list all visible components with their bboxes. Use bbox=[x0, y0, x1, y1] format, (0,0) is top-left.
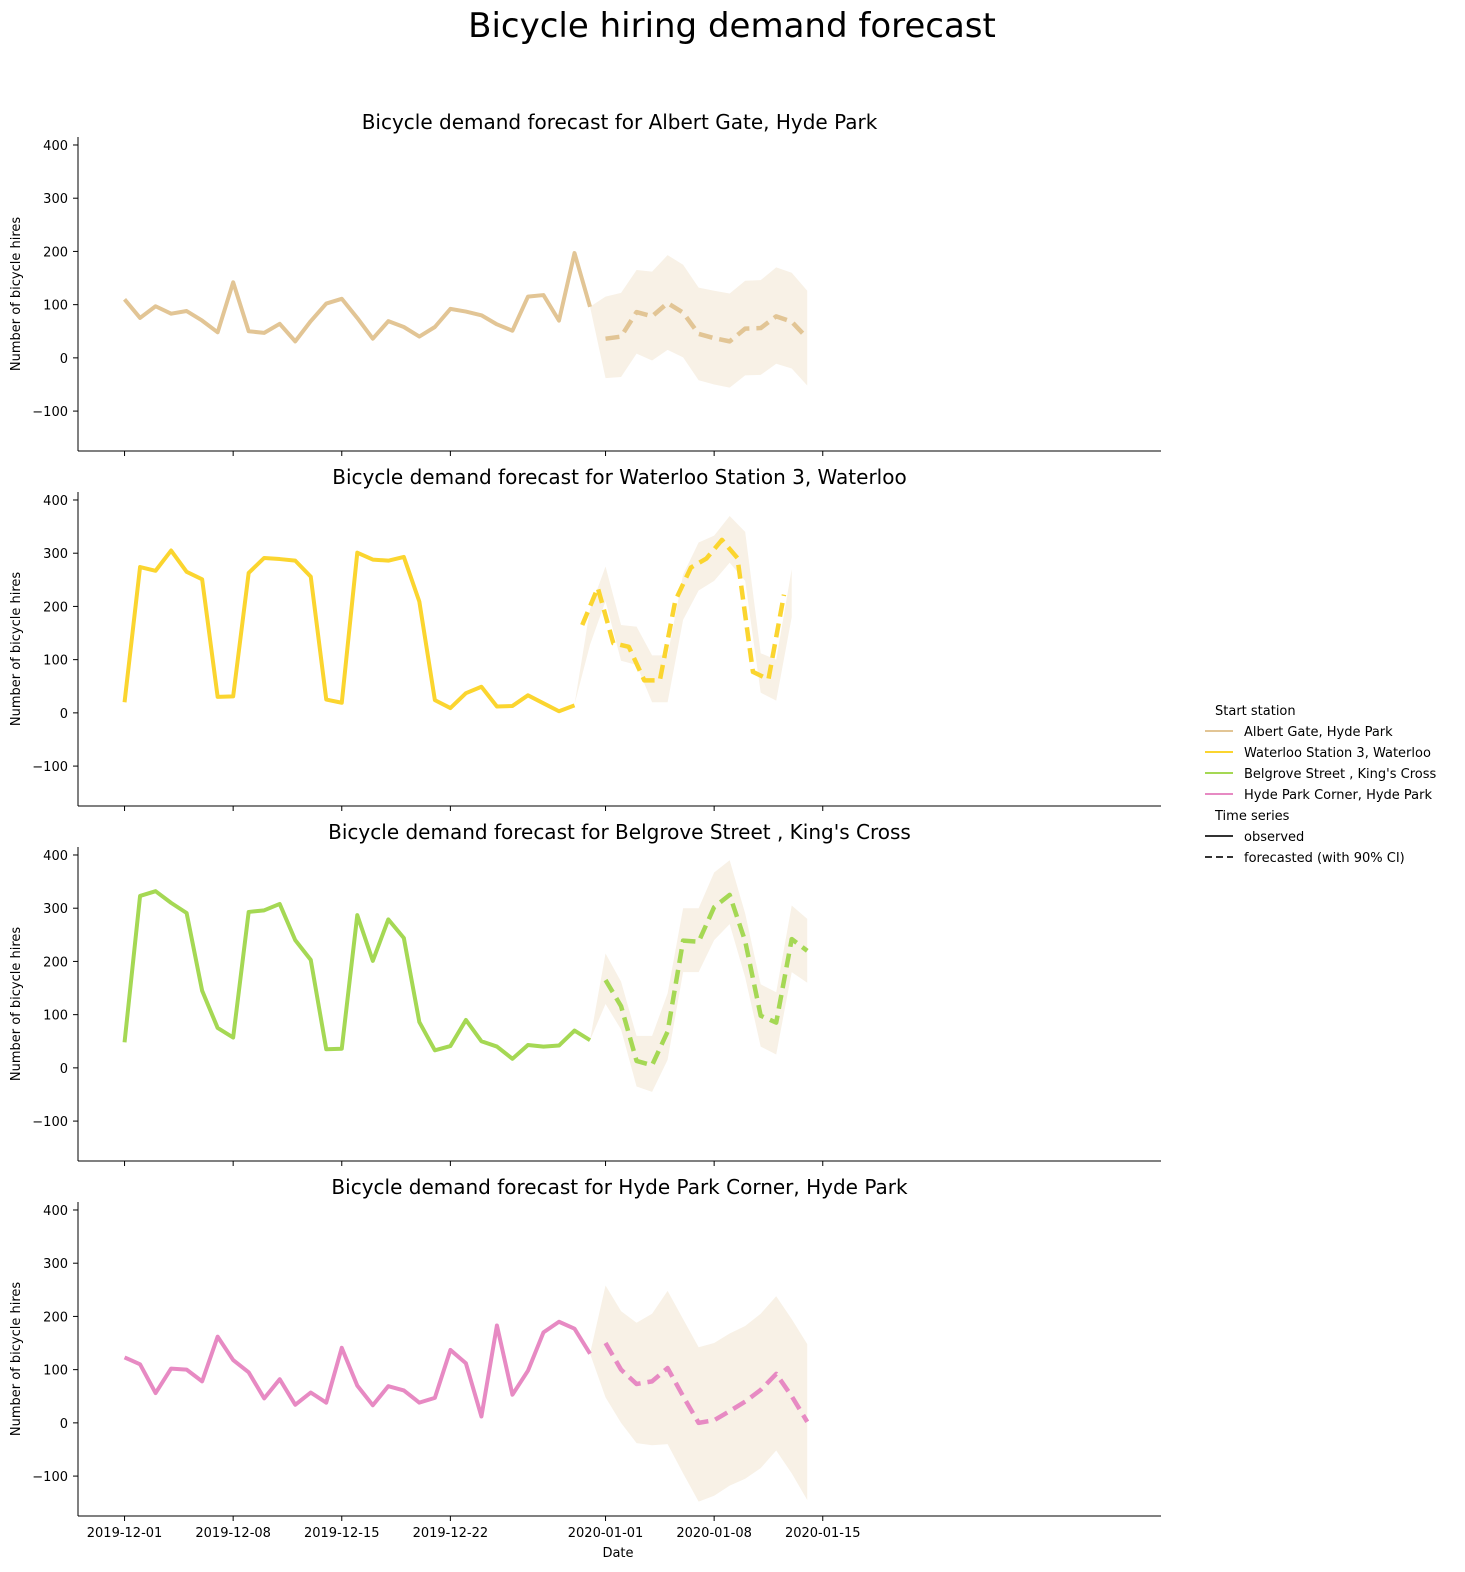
confidence-band bbox=[590, 1285, 808, 1502]
legend-label: Albert Gate, Hyde Park bbox=[1244, 725, 1393, 740]
legend-series-title: Time series bbox=[1214, 809, 1290, 824]
observed-line bbox=[122, 548, 576, 714]
forecast-line bbox=[603, 1341, 810, 1426]
legend-label: Belgrove Street , King's Cross bbox=[1244, 767, 1436, 782]
y-tick-label: 100 bbox=[43, 654, 68, 669]
confidence-band bbox=[590, 860, 808, 1092]
panel-title: Bicycle demand forecast for Belgrove Str… bbox=[328, 820, 911, 844]
forecast-line bbox=[603, 892, 809, 1068]
legend-label: Hyde Park Corner, Hyde Park bbox=[1244, 788, 1432, 803]
panel-title: Bicycle demand forecast for Hyde Park Co… bbox=[331, 1175, 908, 1199]
observed-line bbox=[123, 1319, 592, 1419]
panel-title: Bicycle demand forecast for Waterloo Sta… bbox=[332, 465, 906, 489]
y-axis-label: Number of bicycle hires bbox=[9, 572, 24, 727]
y-tick-label: 400 bbox=[43, 1204, 68, 1219]
y-axis-label: Number of bicycle hires bbox=[9, 217, 24, 372]
confidence-band bbox=[574, 515, 792, 705]
panel-1: Bicycle demand forecast for Albert Gate,… bbox=[9, 110, 1161, 456]
legend-observed-label: observed bbox=[1244, 830, 1304, 845]
legend: Start station Albert Gate, Hyde Park Water… bbox=[1205, 704, 1436, 866]
y-tick-label: 100 bbox=[43, 1364, 68, 1379]
y-tick-label: 200 bbox=[43, 245, 68, 260]
x-tick-label: 2019-12-22 bbox=[413, 1526, 489, 1541]
panel-2: Bicycle demand forecast for Waterloo Sta… bbox=[9, 465, 1161, 811]
y-tick-label: 300 bbox=[43, 902, 68, 917]
y-tick-label: 0 bbox=[60, 352, 68, 367]
confidence-band bbox=[590, 255, 808, 388]
forecast-line bbox=[580, 537, 787, 683]
x-tick-label: 2020-01-08 bbox=[676, 1526, 752, 1541]
y-tick-label: 200 bbox=[43, 1310, 68, 1325]
y-tick-label: 300 bbox=[43, 1257, 68, 1272]
y-tick-label: 0 bbox=[60, 1062, 68, 1077]
x-tick-label: 2019-12-08 bbox=[195, 1526, 271, 1541]
figure-title: Bicycle hiring demand forecast bbox=[468, 6, 996, 46]
y-tick-label: −100 bbox=[32, 760, 68, 775]
x-axis-label: Date bbox=[602, 1546, 633, 1561]
y-tick-label: 400 bbox=[43, 494, 68, 509]
y-tick-label: −100 bbox=[32, 1470, 68, 1485]
x-tick-label: 2019-12-01 bbox=[87, 1526, 163, 1541]
y-tick-label: 300 bbox=[43, 547, 68, 562]
legend-forecast-label: forecasted (with 90% CI) bbox=[1244, 851, 1405, 866]
x-tick-label: 2020-01-15 bbox=[785, 1526, 861, 1541]
y-tick-label: 0 bbox=[60, 1417, 68, 1432]
observed-line bbox=[122, 889, 592, 1061]
y-tick-label: 400 bbox=[43, 849, 68, 864]
y-tick-label: −100 bbox=[32, 1115, 68, 1130]
y-tick-label: 200 bbox=[43, 955, 68, 970]
y-tick-label: 0 bbox=[60, 707, 68, 722]
y-tick-label: −100 bbox=[32, 405, 68, 420]
x-tick-label: 2019-12-15 bbox=[304, 1526, 380, 1541]
chart-panels: Bicycle demand forecast for Albert Gate,… bbox=[9, 110, 1161, 1541]
legend-label: Waterloo Station 3, Waterloo bbox=[1244, 746, 1431, 761]
forecast-line bbox=[605, 300, 809, 344]
x-tick-label: 2020-01-01 bbox=[568, 1526, 644, 1541]
panel-4: Bicycle demand forecast for Hyde Park Co… bbox=[9, 1175, 1161, 1541]
y-axis-label: Number of bicycle hires bbox=[9, 1282, 24, 1437]
y-tick-label: 400 bbox=[43, 139, 68, 154]
y-tick-label: 300 bbox=[43, 192, 68, 207]
y-tick-label: 100 bbox=[43, 299, 68, 314]
y-tick-label: 200 bbox=[43, 600, 68, 615]
observed-line bbox=[123, 251, 592, 344]
legend-station-title: Start station bbox=[1215, 704, 1296, 719]
panel-3: Bicycle demand forecast for Belgrove Str… bbox=[9, 820, 1161, 1166]
panel-title: Bicycle demand forecast for Albert Gate,… bbox=[362, 110, 878, 134]
y-axis-label: Number of bicycle hires bbox=[9, 927, 24, 1082]
y-tick-label: 100 bbox=[43, 1009, 68, 1024]
